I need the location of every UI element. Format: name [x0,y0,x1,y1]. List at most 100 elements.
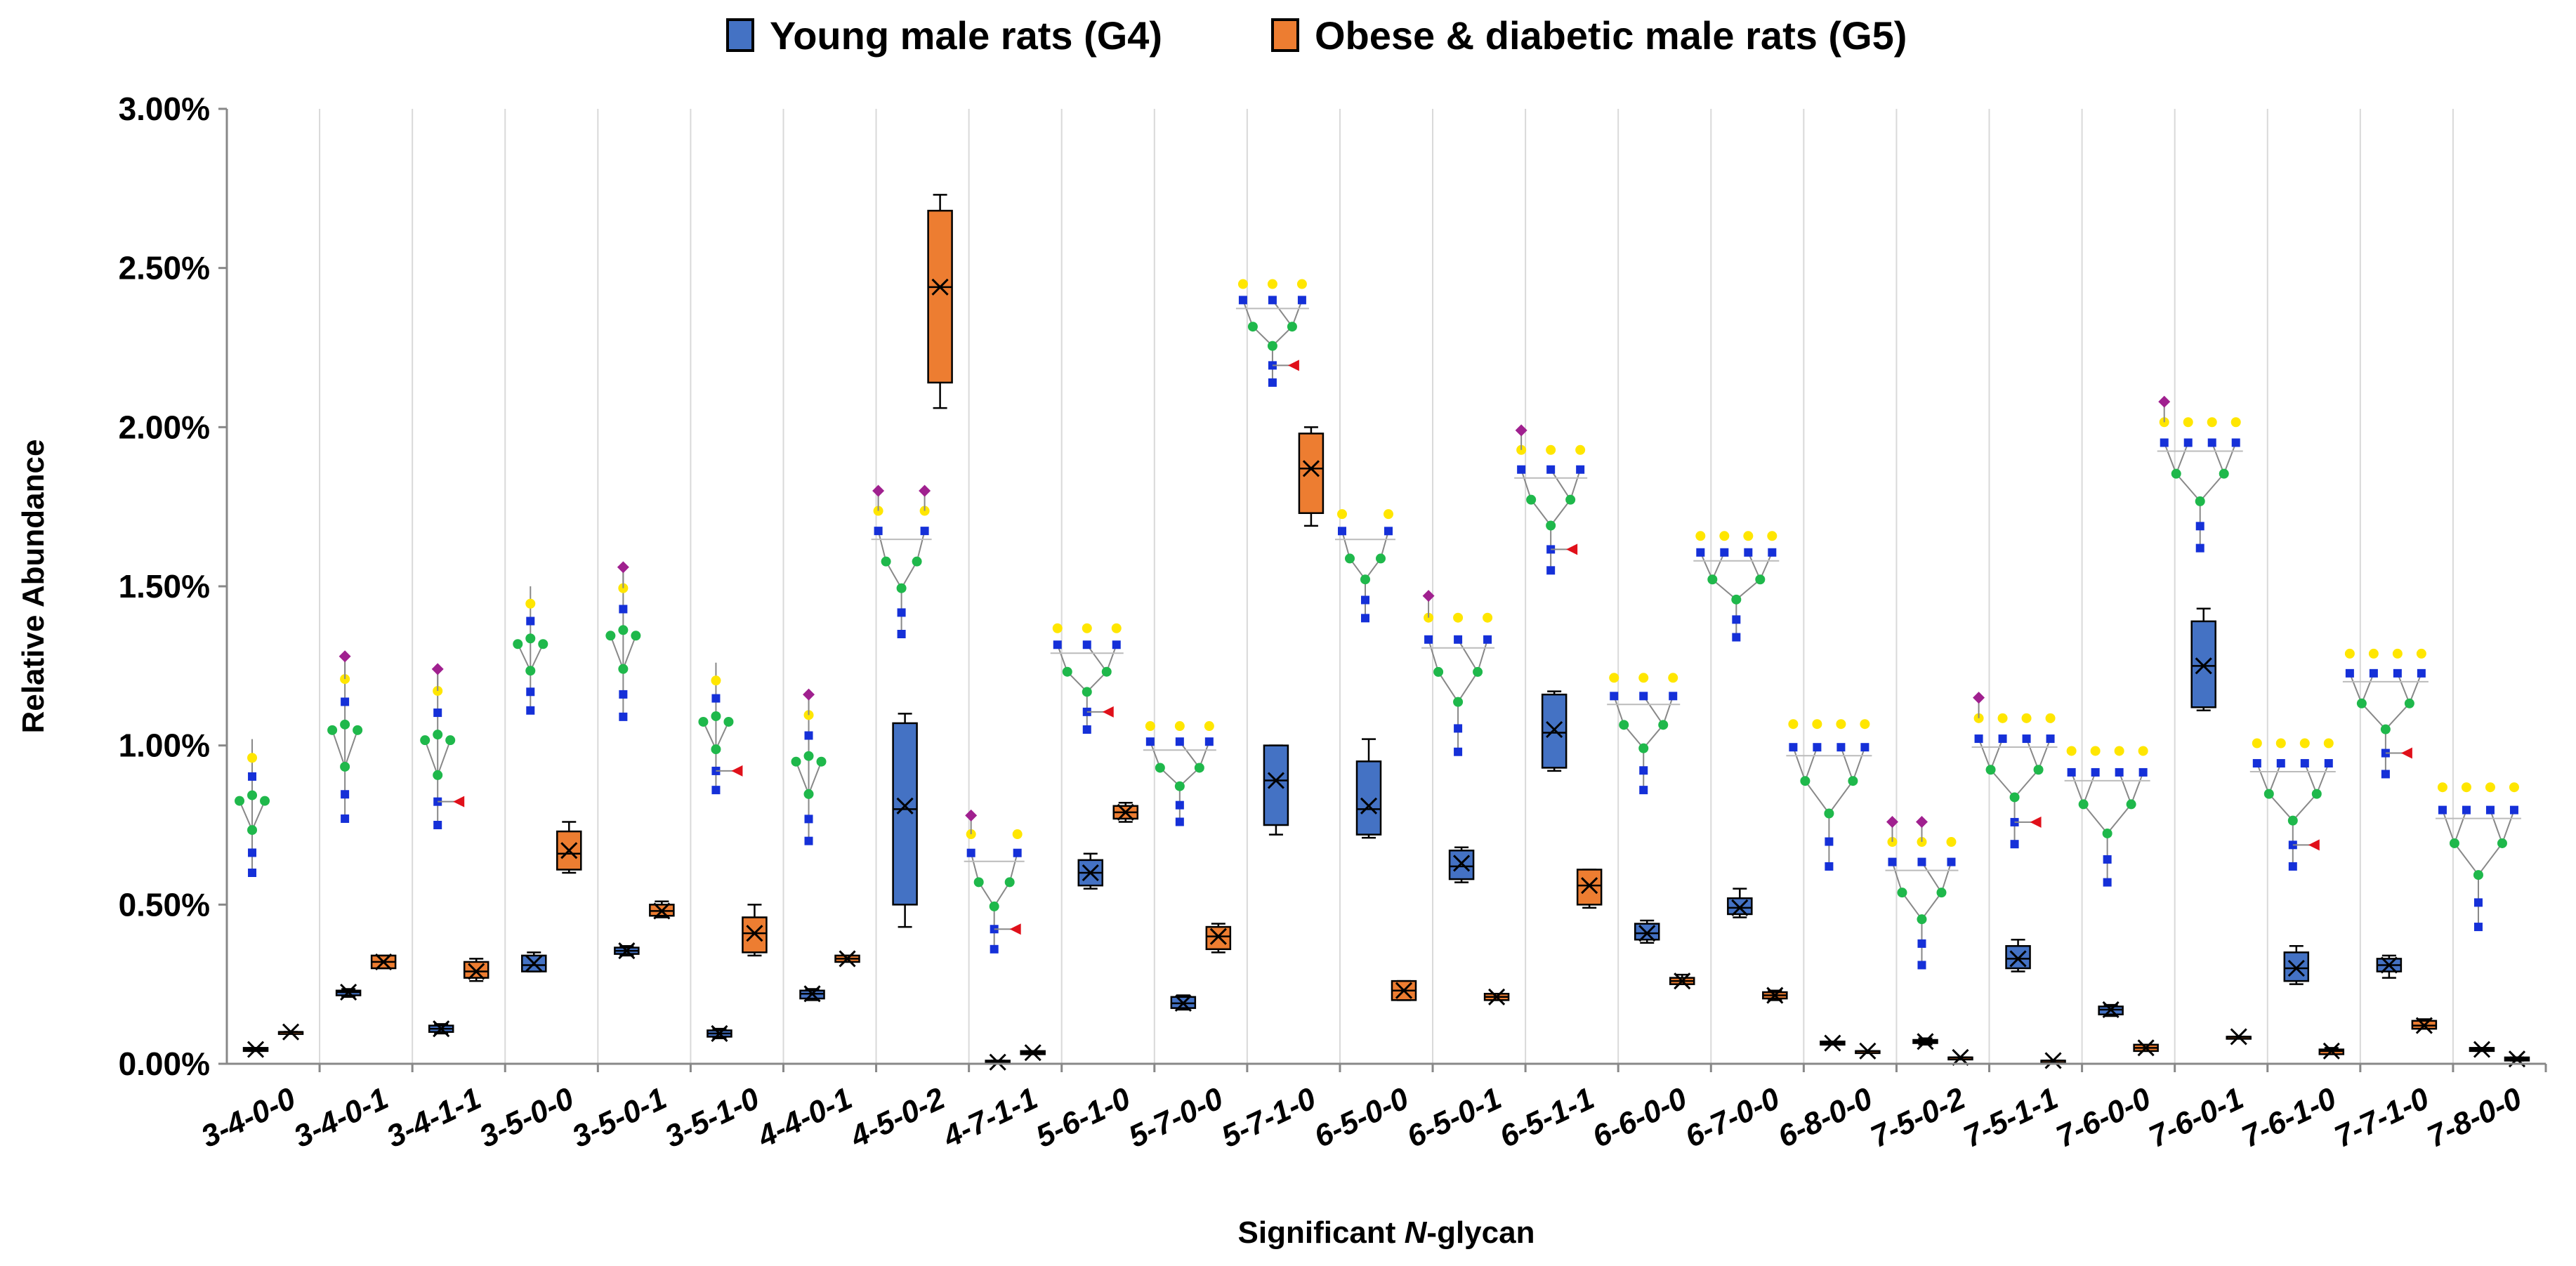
g5-box-7-5-1-1 [2040,1052,2066,1069]
glycan-bond [2385,703,2410,730]
legend-label-g5: Obese & diabetic male rats (G5) [1315,13,1907,58]
glcnac-residue [526,616,535,626]
mannose-residue [816,756,827,767]
mean-marker [2230,1028,2247,1046]
x-tick-label: 7-6-0-0 [2051,1081,2157,1154]
glycan-6-7-0-0 [1693,531,1780,642]
glycan-bond [622,635,637,670]
glcnac-residue [1744,548,1753,557]
galactose-residue [1860,719,1870,730]
glcnac-residue [248,848,257,857]
mannose-residue [2380,724,2391,734]
galactose-residue [2461,782,2471,793]
glycan-bond [1086,644,1108,673]
glcnac-residue [1268,378,1277,387]
g4-box-7-6-0-1 [2190,607,2216,712]
glcnac-residue [2345,668,2354,678]
mean-marker [1453,855,1471,872]
mean-marker [247,1041,265,1058]
glcnac-residue [897,608,906,617]
galactose-residue [1997,713,2008,723]
glycan-5-7-0-0 [1143,721,1216,826]
g5-box-7-7-1-0 [2411,1017,2438,1034]
g4-box-3-5-0-1 [614,942,640,960]
mean-marker [989,1053,1006,1071]
galactose-residue [2183,417,2193,428]
sialic-acid-residue [617,561,629,574]
g5-box-4-5-0-2 [927,194,953,409]
mannose-residue [2287,815,2298,826]
mean-marker [1209,928,1227,945]
sialic-acid-residue [965,809,978,822]
glcnac-residue [2207,438,2216,447]
sialic-acid-residue [919,484,931,497]
box-layer [242,194,2530,1071]
mannose-residue [340,761,350,772]
glcnac-residue [1639,786,1648,795]
glcnac-residue [2067,767,2076,777]
glycan-bond [1921,862,1943,893]
galactose-residue [2114,746,2124,756]
mannose-residue [2497,838,2507,848]
glycan-bond [1428,639,1440,673]
mean-marker [1581,877,1598,895]
glcnac-residue [1112,640,1121,650]
mannose-residue [1824,808,1834,819]
mannose-residue [2311,789,2322,799]
galactose-residue [1012,829,1023,840]
glcnac-residue [2276,759,2285,768]
mannose-residue [698,716,709,727]
mannose-residue [896,583,907,593]
galactose-residue [1836,719,1846,730]
glcnac-residue [1204,737,1214,746]
sialic-acid-residue [2158,395,2171,408]
galactose-residue [1145,721,1155,732]
galactose-residue [1812,719,1822,730]
x-tick-label: 7-5-0-2 [1865,1081,1971,1154]
glcnac-residue [1720,548,1729,557]
mannose-residue [445,735,456,746]
glycan-7-5-0-2 [1885,815,1959,970]
y-tick-label: 2.50% [119,250,210,286]
glcnac-residue [990,944,999,954]
mean-marker [1117,803,1134,821]
glycan-bond [1457,639,1478,673]
glycan-bond [2175,442,2189,475]
sialic-acid-residue [1886,815,1898,828]
glcnac-residue [2393,668,2402,678]
glcnac-residue [1546,465,1556,474]
glycan-bond [251,800,265,831]
galactose-residue [1946,837,1957,848]
mean-marker [2195,657,2212,675]
glycan-structures [235,279,2521,970]
glcnac-residue [341,790,350,799]
x-axis-title-prefix: Significant [1238,1215,1405,1250]
box-iqr [742,916,768,954]
glycan-bond [1179,741,1200,769]
x-tick-label: 6-7-0-0 [1680,1081,1785,1154]
box-iqr [1541,693,1568,769]
glycan-bond [1530,499,1551,527]
mannose-residue [1101,666,1112,677]
g5-box-6-7-0-0 [1762,987,1788,1004]
mannose-residue [803,751,814,761]
mannose-residue [525,666,536,676]
glcnac-residue [2417,668,2426,678]
glycan-bond [1272,299,1293,327]
glcnac-residue [1175,817,1184,826]
glycan-4-5-0-2 [871,484,932,638]
glcnac-residue [920,527,929,536]
fucose-residue [453,796,465,807]
sialic-acid-residue [431,663,444,675]
glcnac-residue [1145,737,1155,746]
g4-box-6-5-1-1 [1541,690,1568,772]
glcnac-residue [2473,923,2483,932]
glycan-bond [2037,738,2051,770]
glycan-bond [1792,746,1806,782]
glcnac-residue [1825,837,1834,846]
x-tick-label: 3-5-0-1 [567,1081,671,1154]
glycan-bond [1477,639,1489,673]
glcnac-residue [2231,438,2240,447]
glcnac-residue [2195,543,2204,553]
mannose-residue [2356,698,2367,708]
